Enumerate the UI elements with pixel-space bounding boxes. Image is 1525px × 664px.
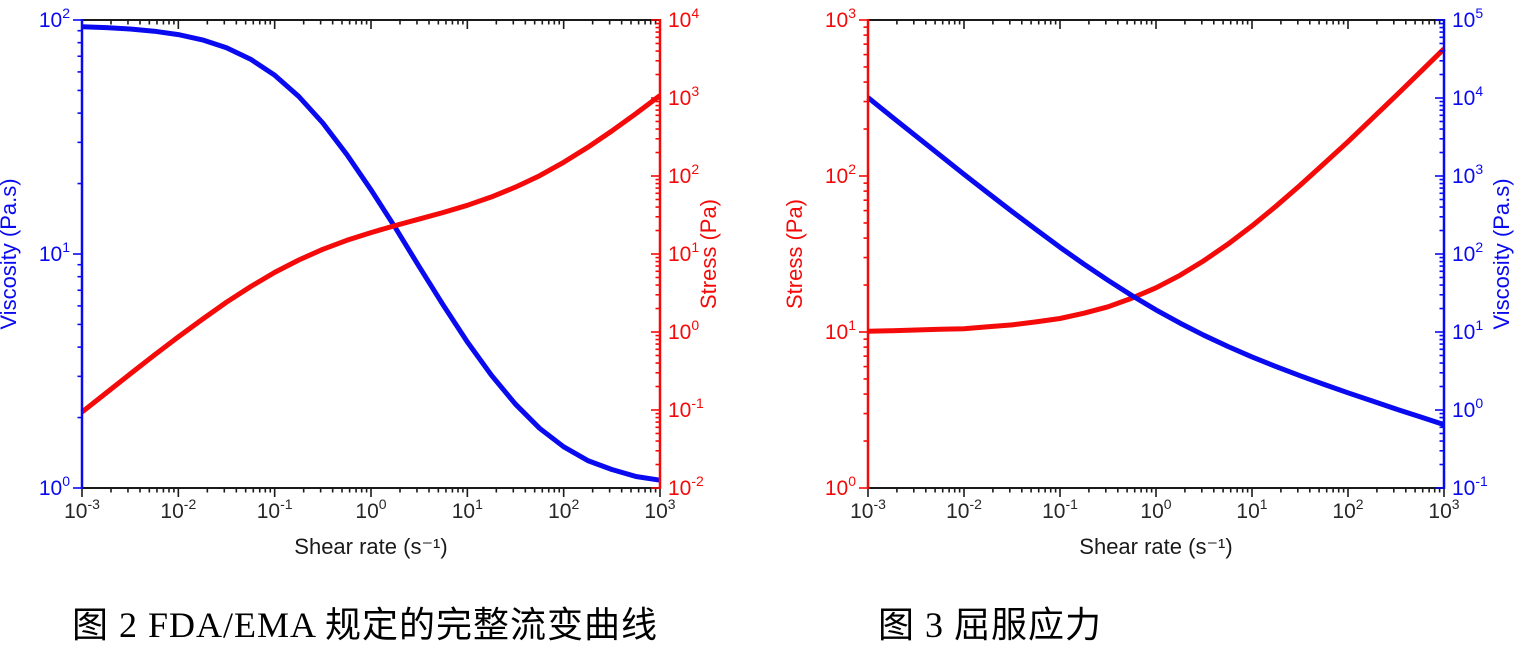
right-y-tick-label: 101 [668,239,699,266]
right-y-tick-label: 102 [668,161,699,188]
x-tick-label: 10-3 [64,496,100,523]
right-y-tick-label: 101 [1452,317,1483,344]
left-y-tick-labels: 100 101 102 103 [825,5,856,500]
right-y-tick-label: 103 [668,83,699,110]
x-tick-label: 101 [1236,496,1267,523]
figure3-caption: 图 3 屈服应力 [878,605,1103,645]
right-y-tick-label: 10-1 [1452,473,1488,500]
x-tick-labels: 10-3 10-2 10-1 100 101 102 103 [64,496,676,523]
x-tick-label: 10-1 [257,496,293,523]
right-y-tick-label: 10-2 [668,473,704,500]
x-tick-label: 100 [1140,496,1171,523]
x-tick-label: 101 [452,496,483,523]
left-y-axis [859,19,870,489]
curves [80,24,662,483]
left-y-tick-label: 103 [825,5,856,32]
right-y-tick-label: 104 [1452,83,1483,110]
x-axis-ticks [81,20,661,497]
right-y-tick-label: 100 [1452,395,1483,422]
left-y-tick-label: 101 [39,239,70,266]
x-axis-title: Shear rate (s⁻¹) [294,534,447,559]
right-y-tick-label: 10-1 [668,395,704,422]
x-tick-label: 10-2 [946,496,982,523]
right-y-tick-labels: 10-2 10-1 100 101 102 103 104 [668,5,704,500]
left-axis-title: Viscosity (Pa.s) [0,178,21,329]
x-tick-label: 10-2 [160,496,196,523]
right-y-tick-label: 103 [1452,161,1483,188]
x-tick-label: 103 [644,496,675,523]
left-y-tick-labels: 100 101 102 [39,5,70,500]
x-tick-label: 103 [1428,496,1459,523]
right-y-tick-label: 102 [1452,239,1483,266]
right-axis-title: Stress (Pa) [696,199,721,309]
left-y-tick-label: 100 [39,473,70,500]
viscosity-curve [866,95,1445,427]
x-tick-labels: 10-3 10-2 10-1 100 101 102 103 [850,496,1460,523]
left-axis-title: Stress (Pa) [782,199,807,309]
x-axis-ticks [867,20,1445,497]
x-axis [81,19,661,489]
stress-curve [80,93,662,415]
chart-fda-ema-flow-curve: 10-3 10-2 10-1 100 101 102 103 100 101 102 Viscosi… [0,5,721,559]
figure2-caption: 图 2 FDA/EMA 规定的完整流变曲线 [72,605,659,645]
right-y-tick-label: 105 [1452,5,1483,32]
left-y-tick-label: 101 [825,317,856,344]
right-axis-title: Viscosity (Pa.s) [1489,178,1514,329]
x-tick-label: 100 [355,496,386,523]
left-y-tick-label: 102 [825,161,856,188]
curves [866,47,1446,427]
right-y-axis [1435,19,1446,489]
x-axis-title: Shear rate (s⁻¹) [1079,534,1232,559]
stress-curve [867,47,1446,334]
x-tick-label: 10-1 [1042,496,1078,523]
x-tick-label: 102 [548,496,579,523]
right-y-tick-labels: 10-1 100 101 102 103 104 105 [1452,5,1488,500]
right-y-tick-label: 104 [668,5,699,32]
right-y-tick-label: 100 [668,317,699,344]
chart-yield-stress: 10-3 10-2 10-1 100 101 102 103 100 101 102 103 Stre… [782,5,1514,559]
viscosity-curve [81,24,661,483]
left-y-tick-label: 102 [39,5,70,32]
left-y-axis [73,19,84,489]
x-axis [867,19,1445,489]
x-tick-label: 102 [1332,496,1363,523]
x-tick-label: 10-3 [850,496,886,523]
right-y-axis [651,19,662,489]
left-y-tick-label: 100 [825,473,856,500]
